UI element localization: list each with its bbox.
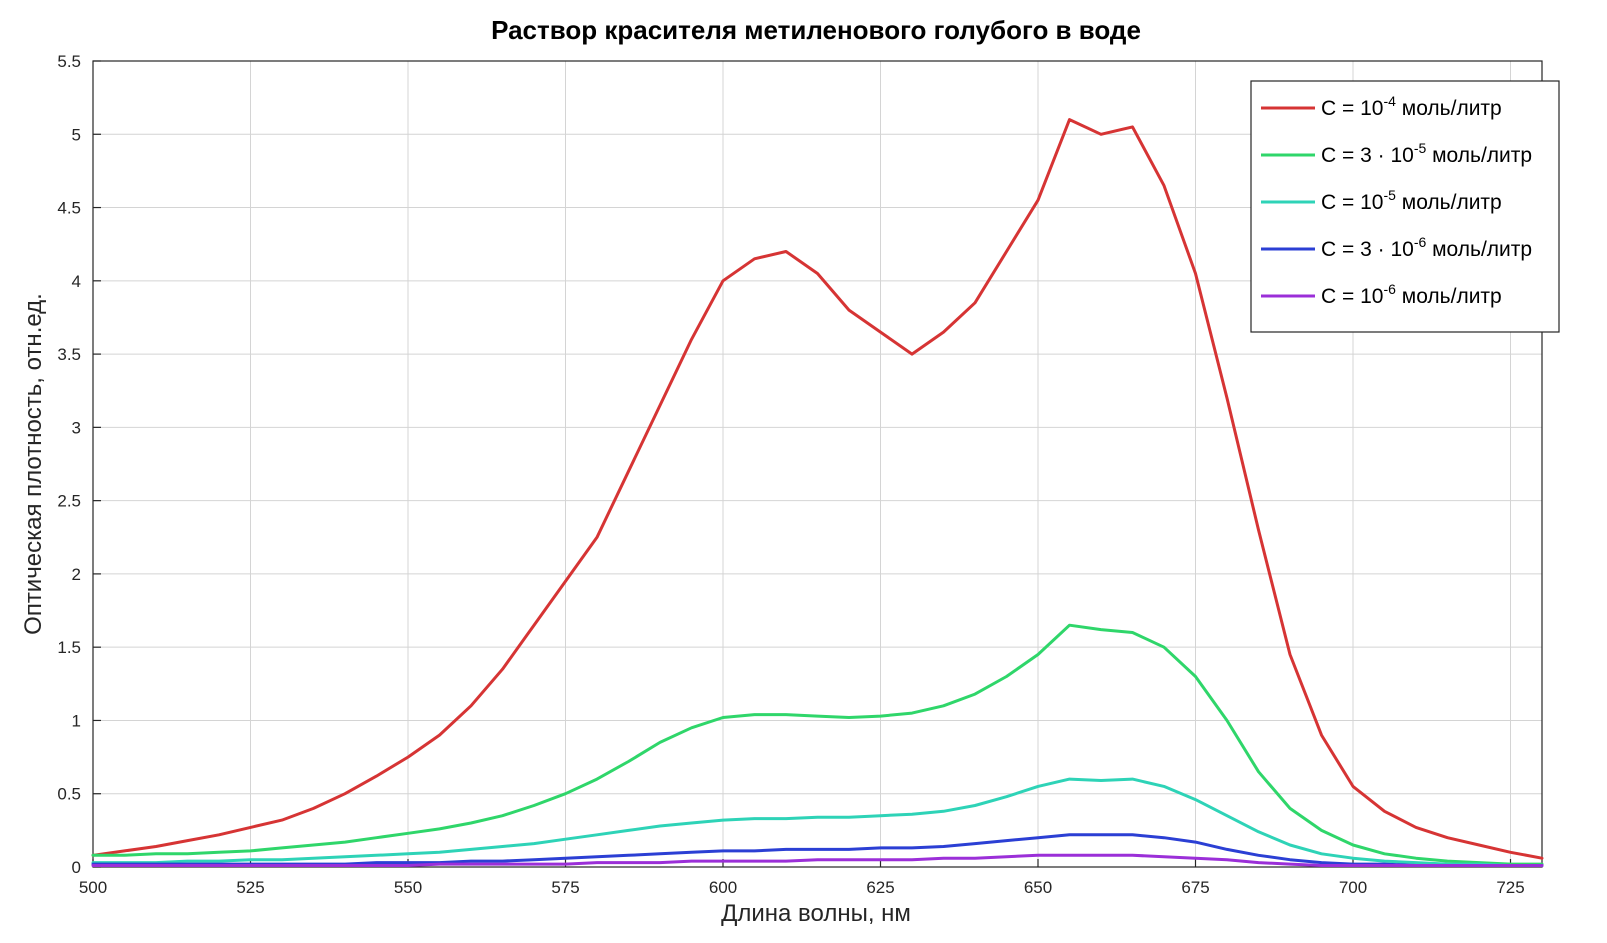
y-tick-label: 4.5 <box>57 199 81 218</box>
x-tick-label: 650 <box>1024 878 1052 897</box>
y-tick-label: 1 <box>72 711 81 730</box>
legend-label: C = 3 · 10-6 моль/литр <box>1321 234 1532 261</box>
legend-box <box>1250 80 1560 333</box>
y-axis-label: Оптическая плотность, отн.ед. <box>20 293 47 635</box>
y-tick-label: 2 <box>72 565 81 584</box>
series-line-1 <box>91 118 1544 860</box>
x-tick-label: 575 <box>551 878 579 897</box>
legend-label: C = 3 · 10-5 моль/литр <box>1321 140 1532 167</box>
plot-area-frame <box>92 60 1543 868</box>
x-tick-label: 600 <box>709 878 737 897</box>
y-tick-label: 3.5 <box>57 345 81 364</box>
series-lines <box>91 118 1544 867</box>
x-tick-label: 550 <box>394 878 422 897</box>
x-tick-label: 500 <box>79 878 107 897</box>
x-axis-ticks: 500 525 550 575 600 625 650 675 700 725 <box>79 859 1525 897</box>
series-line-3 <box>91 777 1544 867</box>
y-tick-label: 5 <box>72 125 81 144</box>
x-tick-label: 675 <box>1181 878 1209 897</box>
y-tick-label: 1.5 <box>57 638 81 657</box>
x-tick-label: 700 <box>1339 878 1367 897</box>
legend-label: C = 10-6 моль/литр <box>1321 281 1502 308</box>
legend-label: C = 10-5 моль/литр <box>1321 187 1502 214</box>
y-tick-label: 2.5 <box>57 492 81 511</box>
y-tick-label: 3 <box>72 418 81 437</box>
y-axis-ticks: 0 0.5 1 1.5 2 2.5 3 3.5 4 4.5 5 5.5 <box>57 52 101 877</box>
y-tick-label: 0.5 <box>57 785 81 804</box>
y-tick-label: 0 <box>72 858 81 877</box>
x-tick-label: 625 <box>866 878 894 897</box>
series-line-5 <box>91 853 1544 867</box>
legend: C = 10-4 моль/литр C = 3 · 10-5 моль/литр… <box>1250 80 1560 333</box>
chart-title: Раствор красителя метиленового голубого … <box>491 15 1141 45</box>
x-tick-label: 525 <box>236 878 264 897</box>
y-tick-label: 5.5 <box>57 52 81 71</box>
x-tick-label: 725 <box>1496 878 1524 897</box>
axes <box>92 60 1543 868</box>
y-tick-label: 4 <box>72 272 81 291</box>
series-line-2 <box>91 623 1544 866</box>
legend-label: C = 10-4 моль/литр <box>1321 93 1502 120</box>
x-axis-label: Длина волны, нм <box>721 900 911 927</box>
